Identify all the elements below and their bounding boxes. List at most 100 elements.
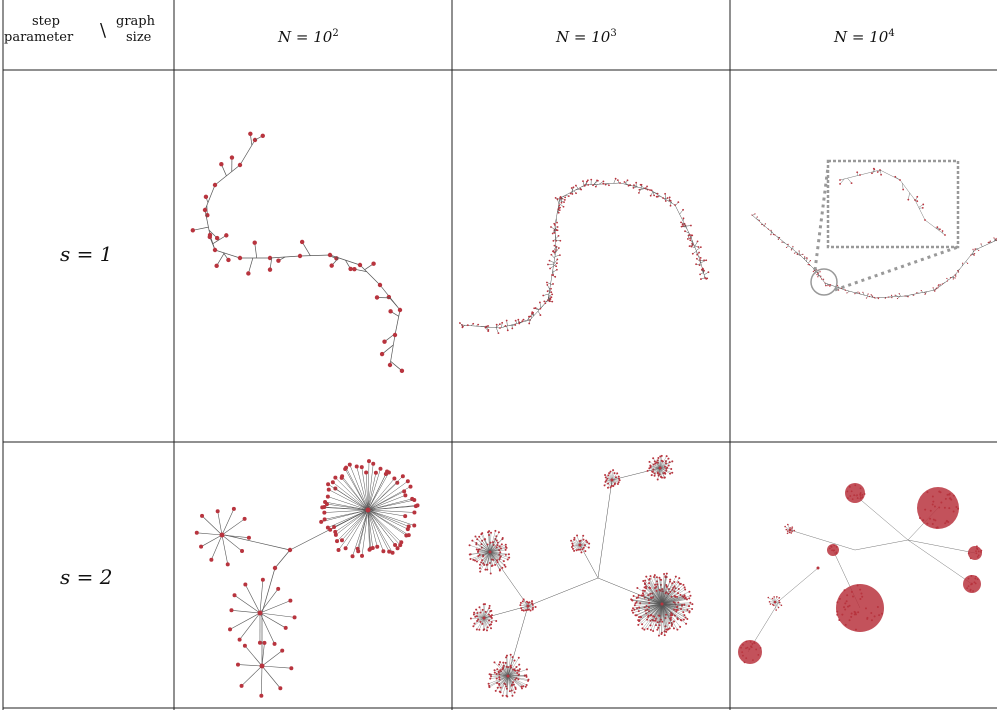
- graph-edge: [221, 508, 235, 536]
- graph-node: [684, 230, 686, 233]
- graph-node: [276, 586, 281, 591]
- graph-node: [663, 630, 666, 633]
- graph-node: [754, 213, 756, 215]
- graph-node: [474, 559, 477, 562]
- graph-node: [493, 661, 496, 664]
- graph-edge: [489, 551, 508, 560]
- graph-node: [974, 249, 976, 251]
- graph-edge: [480, 551, 491, 572]
- graph-edge: [646, 576, 663, 605]
- corner-parameter-label: parameter: [4, 30, 74, 45]
- graph-node: [521, 320, 524, 323]
- graph-node: [486, 568, 489, 571]
- graph-edge: [367, 509, 409, 527]
- graph-node: [518, 322, 521, 325]
- graph-edge: [367, 481, 408, 511]
- graph-node: [832, 549, 835, 552]
- graph-edge: [221, 534, 229, 565]
- graph-node: [839, 179, 841, 181]
- graph-edge: [245, 584, 261, 614]
- graph-node: [552, 283, 554, 285]
- graph-node: [511, 327, 514, 330]
- graph-node: [980, 243, 982, 245]
- graph-node: [237, 162, 243, 168]
- column-header-exponent: 3: [610, 28, 617, 39]
- graph-edge: [638, 603, 663, 612]
- graph-edge: [645, 586, 663, 605]
- graph-edge: [907, 539, 973, 585]
- graph-node: [299, 239, 305, 245]
- graph-node: [689, 601, 692, 604]
- graph-edge: [474, 612, 485, 619]
- graph-node: [949, 497, 952, 500]
- graph-node: [648, 578, 651, 581]
- graph-node: [653, 460, 656, 463]
- graph-node: [944, 234, 946, 236]
- graph-node: [517, 669, 520, 672]
- graph-node: [237, 637, 242, 642]
- graph-node: [478, 553, 481, 556]
- graph-node: [899, 179, 901, 181]
- graph-edge: [489, 551, 498, 563]
- graph-node: [637, 596, 640, 599]
- graph-node: [689, 237, 691, 240]
- graph-node: [952, 494, 955, 497]
- graph-node: [604, 476, 607, 479]
- graph-node: [940, 501, 943, 504]
- graph-edge: [333, 509, 369, 528]
- graph-node: [619, 182, 621, 184]
- graph-edge: [301, 241, 311, 256]
- graph-edge: [367, 509, 407, 536]
- graph-node: [531, 603, 534, 606]
- graph-node: [773, 596, 775, 598]
- graph-node: [700, 268, 703, 271]
- graph-node: [835, 552, 838, 555]
- graph-node: [525, 675, 528, 678]
- graph-node: [570, 187, 573, 189]
- graph-node: [774, 234, 776, 236]
- graph-edge: [661, 603, 690, 613]
- graph-node: [322, 517, 327, 522]
- graph-node: [790, 532, 793, 534]
- graph-node: [490, 620, 493, 623]
- graph-edge: [367, 499, 415, 511]
- graph-node: [745, 647, 747, 650]
- graph-node: [854, 293, 856, 295]
- graph-node: [776, 596, 778, 598]
- graph-node: [778, 596, 781, 599]
- graph-node: [543, 300, 546, 303]
- graph-edge: [904, 289, 936, 297]
- graph-edge: [499, 319, 531, 329]
- graph-node: [504, 324, 507, 327]
- graph-node: [931, 495, 934, 498]
- graph-node: [472, 558, 475, 561]
- graph-node: [557, 211, 560, 214]
- graph-node: [556, 262, 558, 265]
- graph-node: [519, 604, 522, 607]
- graph-edge: [489, 551, 504, 562]
- graph-node: [638, 616, 641, 619]
- graph-edge: [506, 320, 508, 327]
- graph-node: [826, 285, 828, 287]
- graph-node: [674, 587, 677, 590]
- graph-node: [509, 653, 512, 656]
- graph-node: [379, 351, 385, 357]
- graph-edge: [367, 463, 374, 511]
- graph-node: [667, 464, 670, 467]
- graph-node: [651, 618, 654, 621]
- graph-edge: [597, 479, 613, 579]
- graph-node: [327, 252, 333, 258]
- graph-edge: [650, 465, 661, 469]
- graph-node: [679, 618, 682, 621]
- graph-edge: [507, 675, 519, 680]
- graph-node: [496, 544, 499, 547]
- graph-node: [243, 582, 248, 587]
- graph-node: [676, 606, 679, 609]
- graph-edge: [507, 675, 511, 692]
- graph-node: [575, 192, 577, 195]
- graph-node: [501, 566, 504, 569]
- graph-edge: [661, 603, 672, 618]
- graph-node: [829, 284, 832, 286]
- graph-node: [655, 617, 658, 620]
